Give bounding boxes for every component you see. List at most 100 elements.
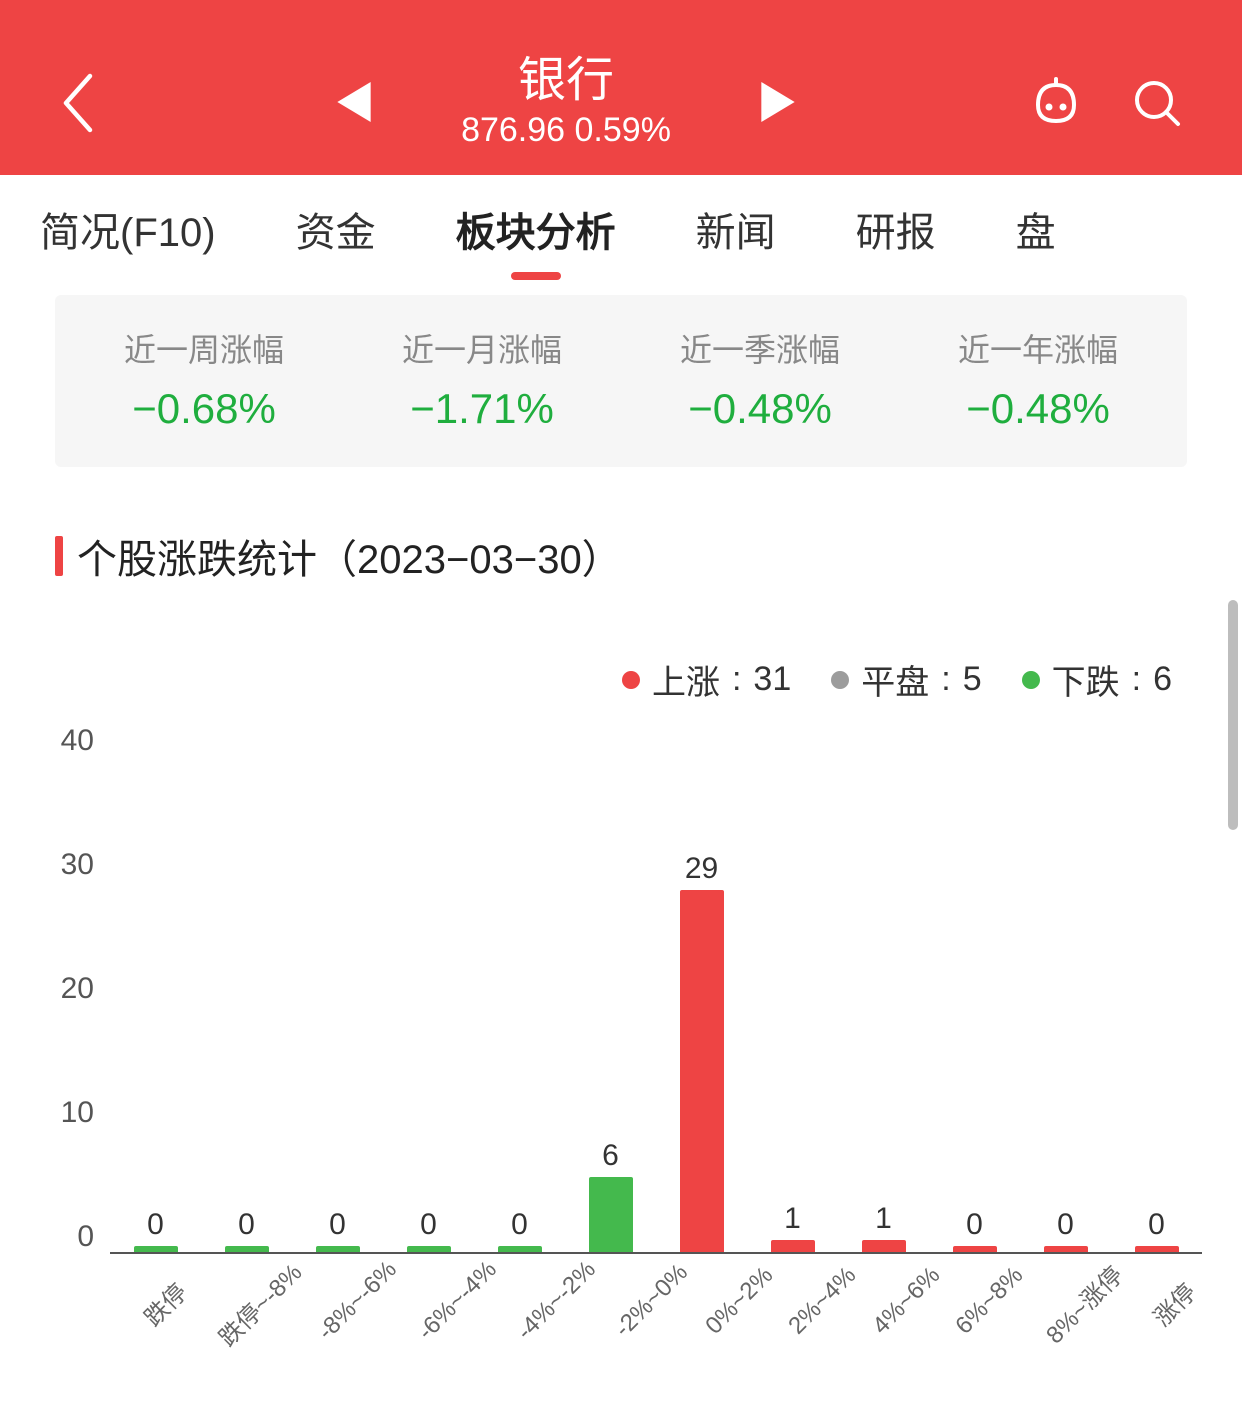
section-title: 个股涨跌统计（2023−03−30）: [77, 527, 622, 585]
legend-up-label: 上涨: [652, 655, 720, 704]
x-label: 跌停: [122, 1261, 219, 1358]
next-triangle-icon[interactable]: [761, 82, 795, 122]
prev-triangle-icon[interactable]: [337, 82, 371, 122]
legend-down-dot: [1022, 671, 1040, 689]
bar-col-3: 0: [383, 738, 474, 1252]
bar: [589, 1177, 633, 1252]
legend-up: 上涨: 31: [622, 655, 791, 704]
period-stat-label: 近一月涨幅: [343, 325, 621, 371]
bar-col-2: 0: [292, 738, 383, 1252]
x-label: -8%~-6%: [313, 1256, 421, 1364]
bar-value-label: 0: [147, 1208, 164, 1242]
tab-2[interactable]: 板块分析: [456, 175, 616, 285]
legend-flat-value: 5: [963, 660, 982, 699]
bar: [953, 1246, 997, 1252]
tabs-bar: 简况(F10) 资金板块分析新闻研报盘: [0, 175, 1242, 285]
back-icon[interactable]: [60, 73, 96, 133]
x-label: 0%~2%: [700, 1261, 797, 1358]
bar-value-label: 0: [1057, 1208, 1074, 1242]
bar: [225, 1246, 269, 1252]
x-label: -4%~-2%: [512, 1256, 620, 1364]
bar-col-1: 0: [201, 738, 292, 1252]
bar: [407, 1246, 451, 1252]
legend-flat-dot: [831, 671, 849, 689]
bar-value-label: 0: [511, 1208, 528, 1242]
x-label: 2%~4%: [783, 1261, 880, 1358]
period-stat-label: 近一季涨幅: [621, 325, 899, 371]
y-tick: 20: [61, 972, 94, 1006]
period-stat-2: 近一季涨幅 −0.48%: [621, 325, 899, 433]
period-stat-value: −1.71%: [343, 385, 621, 433]
app-header: 银行 876.96 0.59%: [0, 0, 1242, 175]
x-label: -6%~-4%: [412, 1256, 520, 1364]
legend-down-label: 下跌: [1052, 655, 1120, 704]
y-axis: 40 30 20 10 0: [30, 724, 100, 1254]
bar-chart: 403020100 0000062911000 跌停跌停~-8%-8%~-6%-…: [30, 724, 1212, 1344]
tab-4[interactable]: 研报: [856, 175, 936, 285]
tab-3[interactable]: 新闻: [696, 175, 776, 285]
scroll-indicator[interactable]: [1228, 600, 1238, 830]
search-icon[interactable]: [1132, 78, 1182, 128]
x-label: 4%~6%: [867, 1261, 964, 1358]
legend-flat: 平盘: 5: [831, 655, 981, 704]
legend-flat-label: 平盘: [861, 655, 929, 704]
bar-col-10: 0: [1020, 738, 1111, 1252]
y-tick: 10: [61, 1096, 94, 1130]
sector-price: 876.96: [461, 111, 565, 149]
header-title-block: 银行 876.96 0.59%: [461, 55, 671, 151]
bar-col-11: 0: [1111, 738, 1202, 1252]
bar: [680, 890, 724, 1253]
legend-down-value: 6: [1153, 660, 1172, 699]
bar-value-label: 0: [1148, 1208, 1165, 1242]
x-label: 6%~8%: [951, 1261, 1048, 1358]
legend-up-dot: [622, 671, 640, 689]
y-tick: 30: [61, 848, 94, 882]
bar: [134, 1246, 178, 1252]
x-label: 8%~涨停: [1036, 1257, 1142, 1363]
bar-col-6: 29: [656, 738, 747, 1252]
y-tick: 0: [77, 1220, 94, 1254]
bar-col-4: 0: [474, 738, 565, 1252]
period-stat-label: 近一周涨幅: [65, 325, 343, 371]
chart-legend: 上涨: 31 平盘: 5 下跌: 6: [0, 655, 1172, 704]
robot-icon[interactable]: [1030, 77, 1082, 129]
bar: [316, 1246, 360, 1252]
period-stats-card: 近一周涨幅−0.68%近一月涨幅−1.71%近一季涨幅−0.48%近一年涨幅−0…: [55, 295, 1187, 467]
bar-col-0: 0: [110, 738, 201, 1252]
tab-0[interactable]: 简况(F10): [40, 175, 216, 285]
bar-value-label: 0: [329, 1208, 346, 1242]
bar-col-9: 0: [929, 738, 1020, 1252]
period-stat-0: 近一周涨幅 −0.68%: [65, 325, 343, 433]
sector-title: 银行: [461, 55, 671, 108]
bar: [1135, 1246, 1179, 1252]
period-stat-1: 近一月涨幅 −1.71%: [343, 325, 621, 433]
section-title-accent: [55, 536, 63, 576]
sector-change: 0.59%: [575, 111, 671, 149]
bar: [1044, 1246, 1088, 1252]
legend-down: 下跌: 6: [1022, 655, 1172, 704]
tab-5[interactable]: 盘: [1016, 175, 1056, 285]
bar-col-5: 6: [565, 738, 656, 1252]
x-axis-labels: 跌停跌停~-8%-8%~-6%-6%~-4%-4%~-2%-2%~0%0%~2%…: [110, 1259, 1202, 1344]
bar-value-label: 1: [875, 1202, 892, 1236]
chart-plot-area: 0 0 0 0 0 6 29 1 1 0 0 0: [110, 738, 1202, 1254]
x-label: 涨停: [1131, 1261, 1228, 1358]
y-tick: 40: [61, 724, 94, 758]
period-stat-value: −0.68%: [65, 385, 343, 433]
bar-value-label: 29: [685, 852, 718, 886]
bar-value-label: 6: [602, 1139, 619, 1173]
period-stat-value: −0.48%: [621, 385, 899, 433]
bar-value-label: 0: [420, 1208, 437, 1242]
bar-value-label: 1: [784, 1202, 801, 1236]
bar-value-label: 0: [238, 1208, 255, 1242]
legend-up-value: 31: [753, 660, 791, 699]
bar-col-7: 1: [747, 738, 838, 1252]
sector-price-change: 876.96 0.59%: [461, 111, 671, 150]
period-stat-label: 近一年涨幅: [899, 325, 1177, 371]
x-label: 跌停~-8%: [209, 1254, 321, 1366]
bar: [771, 1240, 815, 1253]
period-stat-value: −0.48%: [899, 385, 1177, 433]
x-label: -2%~0%: [610, 1259, 712, 1361]
bar: [862, 1240, 906, 1253]
tab-1[interactable]: 资金: [296, 175, 376, 285]
